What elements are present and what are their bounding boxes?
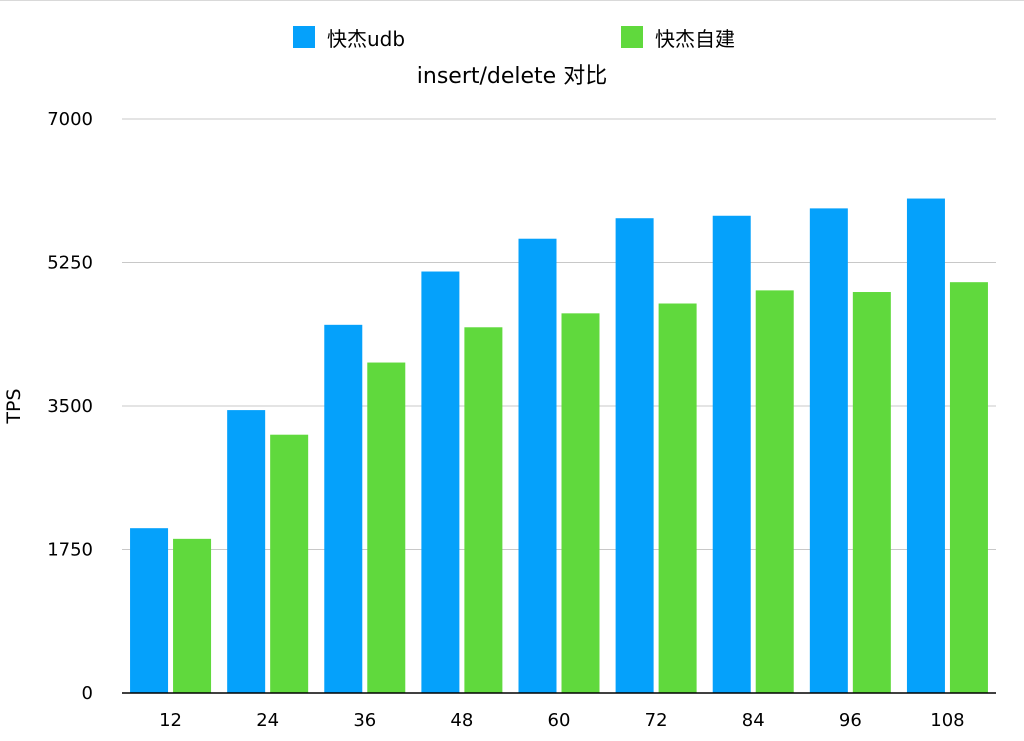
bar-series-2-36 [367, 362, 406, 693]
legend-swatch-series-1 [293, 26, 315, 48]
bar-series-1-36 [324, 324, 363, 693]
bar-series-2-12 [173, 538, 212, 693]
bar-series-2-48 [464, 327, 503, 693]
legend: 快杰udb 快杰自建 [0, 24, 1024, 51]
bar-series-1-108 [906, 198, 945, 694]
bar-series-2-72 [658, 303, 697, 693]
x-tick-label-84: 84 [742, 710, 765, 731]
bar-series-1-12 [130, 528, 169, 693]
legend-swatch-series-2 [621, 26, 643, 48]
bar-series-1-96 [809, 208, 848, 693]
top-border [0, 0, 1024, 1]
bar-series-2-108 [949, 282, 988, 693]
x-tick-label-24: 24 [256, 710, 279, 731]
bar-series-1-84 [712, 215, 751, 693]
y-axis-title: TPS [3, 388, 25, 424]
legend-item-series-1: 快杰udb [293, 24, 406, 51]
bar-series-1-24 [227, 410, 266, 693]
x-tick-label-60: 60 [548, 710, 571, 731]
legend-item-series-2: 快杰自建 [621, 24, 735, 51]
x-tick-label-36: 36 [353, 710, 376, 731]
y-tick-label-3500: 3500 [47, 396, 93, 417]
x-tick-label-72: 72 [645, 710, 668, 731]
y-tick-label-1750: 1750 [47, 540, 93, 561]
y-tick-label-7000: 7000 [47, 109, 93, 130]
x-tick-label-12: 12 [159, 710, 182, 731]
bar-series-1-72 [615, 218, 654, 693]
bar-series-1-48 [421, 271, 460, 693]
bar-series-2-84 [755, 290, 794, 693]
bar-series-2-24 [270, 434, 309, 693]
legend-label-series-1: 快杰udb [327, 26, 406, 51]
x-tick-label-108: 108 [930, 710, 964, 731]
y-tick-label-5250: 5250 [47, 253, 93, 274]
bar-series-2-60 [561, 313, 600, 693]
legend-label-series-2: 快杰自建 [655, 26, 735, 51]
y-tick-label-0: 0 [82, 683, 93, 704]
x-tick-label-96: 96 [839, 710, 862, 731]
bar-series-1-60 [518, 238, 557, 693]
chart-title: insert/delete 对比 [416, 64, 608, 89]
x-tick-label-48: 48 [450, 710, 473, 731]
bar-series-2-96 [852, 292, 891, 693]
